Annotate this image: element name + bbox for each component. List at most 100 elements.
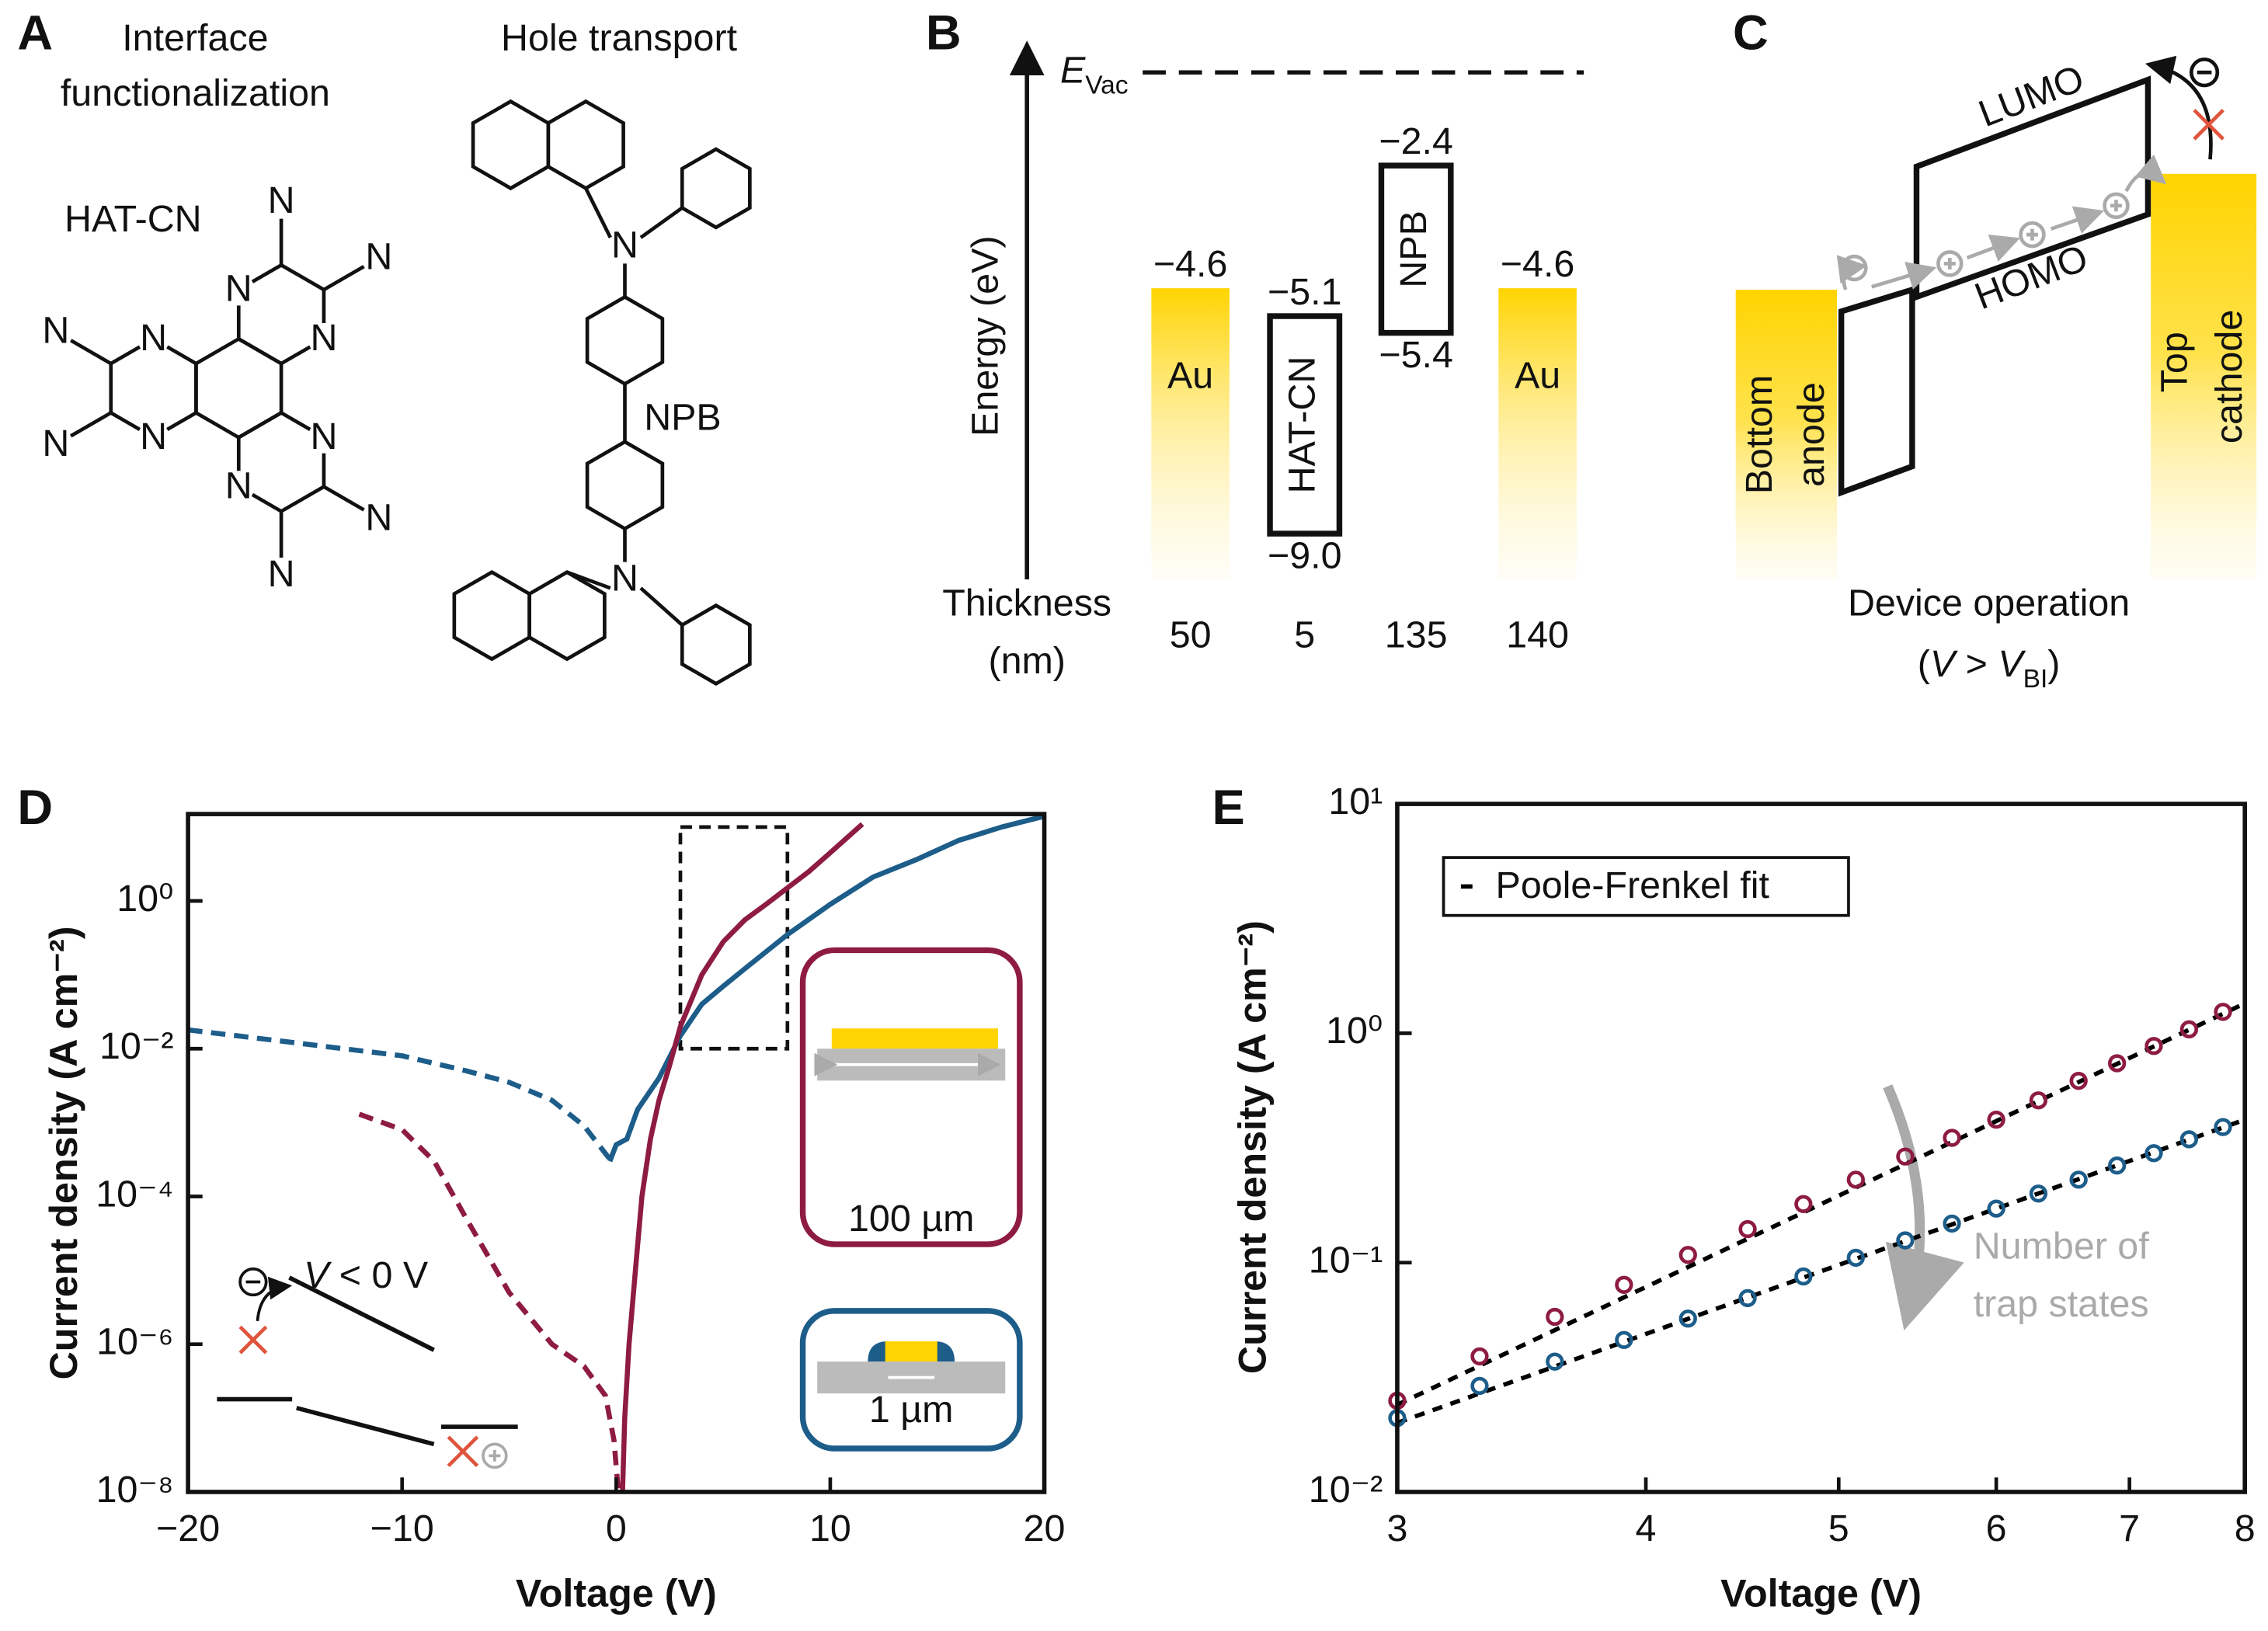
thickness: 135: [1385, 614, 1448, 656]
data-point: [2107, 1156, 2127, 1175]
metal-layer: [1498, 288, 1577, 580]
atom-label: N: [365, 236, 392, 278]
x-axis-title: Voltage (V): [516, 1571, 717, 1615]
label-part: V: [1930, 643, 1959, 685]
panel-label: D: [17, 781, 53, 835]
x-tick-label: 0: [606, 1508, 627, 1549]
hat-cn-level: [1838, 285, 1915, 497]
data-point: [1615, 1330, 1633, 1349]
thickness: 50: [1170, 614, 1212, 656]
x-tick-label: 20: [1024, 1508, 1066, 1549]
level-value: −4.6: [1501, 243, 1575, 285]
y-tick-label: 10⁻¹: [1309, 1239, 1383, 1281]
path-shape: [2124, 154, 2167, 193]
atom-label: N: [611, 558, 638, 600]
y-tick-label: 10⁰: [117, 878, 173, 920]
atom-mask: [265, 558, 297, 591]
inset-label: V < 0 V: [304, 1254, 429, 1296]
path-shape: [1848, 200, 2122, 274]
blocked-electron: [2145, 55, 2225, 160]
x-tick-label: 8: [2235, 1508, 2256, 1549]
x-tick-label: 6: [1986, 1508, 2007, 1549]
data-point: [1794, 1195, 1813, 1213]
reverse-bias-diagram: [217, 1267, 518, 1469]
bond: [566, 570, 611, 590]
y-tick-label: 10⁻²: [1309, 1469, 1383, 1511]
atom-label: N: [140, 317, 167, 359]
y-tick-label: 10¹: [1328, 781, 1383, 822]
atom-mask: [137, 322, 170, 355]
layer-name: Au: [1515, 355, 1560, 397]
bond: [639, 206, 684, 239]
bond: [322, 485, 365, 512]
annotation: Number of: [1974, 1225, 2150, 1267]
y-tick-label: 10⁻⁸: [96, 1469, 174, 1511]
atom-mask: [308, 421, 340, 454]
plots: −20 −10 0 10 20 10⁻⁸ 10⁻⁶ 10⁻⁴ 10⁻² 10⁰ Poole-Fren…: [96, 781, 2255, 1549]
panel-title: Hole transport: [501, 17, 738, 59]
ring: [585, 440, 665, 531]
inset-label: 1 µm: [869, 1389, 954, 1431]
fit-line: [1396, 1117, 2246, 1425]
data-point: [1896, 1147, 1915, 1166]
molecule-name: NPB: [644, 397, 722, 439]
plot-frame: [1395, 802, 2247, 1494]
circle-shape: [2189, 57, 2220, 88]
atom-mask: [609, 230, 641, 263]
data-point: [1794, 1267, 1813, 1286]
path-shape: [2145, 55, 2213, 160]
panel-label: A: [17, 5, 53, 60]
electrode-label: Top: [2153, 332, 2195, 392]
label-part: ): [2047, 643, 2060, 685]
atom-mask: [609, 563, 641, 596]
level-value: −2.4: [1379, 120, 1453, 162]
panel-label: B: [926, 5, 962, 60]
data-point: [2029, 1091, 2048, 1110]
level-value: −5.4: [1379, 334, 1453, 376]
data-point: [1546, 1307, 1564, 1327]
electrode-label: cathode: [2208, 310, 2250, 444]
circle-shape: [1936, 250, 1964, 277]
level-value: −9.0: [1268, 535, 1342, 577]
bond: [639, 586, 684, 627]
circle-shape: [482, 1442, 508, 1469]
data-point: [1678, 1309, 1697, 1328]
energy-levels: Au −4.6 50 HAT-CN −9.0 −5.1 5 NPB −5.4 −2.4 135 Au −…: [1151, 120, 1577, 656]
thickness: 5: [1294, 614, 1315, 656]
atom-mask: [137, 421, 170, 454]
legend-box: [1442, 856, 1850, 917]
npb-level: [1913, 75, 2151, 301]
molecule-name: HAT-CN: [64, 198, 202, 240]
atom-mask: [308, 322, 340, 355]
atom-label: N: [225, 268, 252, 310]
data-point: [1470, 1347, 1489, 1366]
bond: [69, 339, 112, 366]
y-axis-title: Current density (A cm⁻²): [41, 927, 85, 1380]
path-shape: [2193, 109, 2225, 141]
layer-name: Au: [1167, 355, 1213, 397]
annotation: trap states: [1974, 1283, 2149, 1325]
label-part: < 0 V: [329, 1254, 429, 1296]
atom-label: N: [310, 416, 337, 457]
layer-name: HAT-CN: [1282, 356, 1324, 494]
x-tick-label: −20: [156, 1508, 220, 1549]
atom-label: N: [140, 416, 167, 457]
inset-electrode: [831, 1028, 998, 1049]
x-tick-label: 10: [809, 1508, 851, 1549]
ring: [527, 569, 607, 662]
vacuum-level-label: EVac: [1060, 49, 1129, 100]
y-tick-label: 10⁰: [1326, 1010, 1383, 1052]
data-line: [358, 1111, 621, 1493]
label-part: >: [1955, 643, 1998, 685]
electrode-label: anode: [1790, 382, 1832, 487]
data-point: [1987, 1110, 2005, 1129]
data-point: [1546, 1352, 1564, 1371]
x-tick-label: 7: [2119, 1508, 2140, 1549]
atom-mask: [363, 503, 395, 535]
thickness: 140: [1506, 614, 1569, 656]
atom-label: N: [42, 423, 69, 464]
y-tick-label: 10⁻⁶: [96, 1320, 173, 1362]
data-point: [1943, 1214, 1961, 1233]
